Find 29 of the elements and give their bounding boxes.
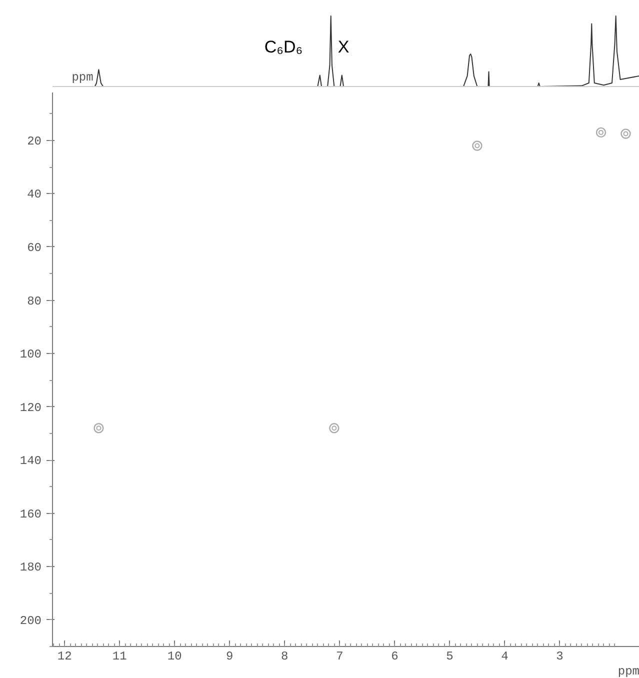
y-tick-label: 160 — [20, 507, 42, 522]
x-tick-label: 10 — [167, 650, 182, 664]
y-tick-label: 40 — [27, 188, 42, 202]
y-tick-label: 120 — [20, 400, 42, 415]
x-tick-label: 9 — [226, 650, 234, 664]
x-tick-label: 3 — [556, 650, 564, 664]
y-tick-label: 80 — [27, 294, 42, 308]
y-tick-label: 180 — [20, 560, 42, 575]
y-tick-label: 20 — [27, 134, 42, 148]
point — [94, 423, 104, 434]
point — [472, 140, 482, 151]
point — [620, 128, 631, 139]
x-tick-label: 12 — [57, 650, 72, 664]
x-tick-label: 11 — [112, 650, 127, 664]
y-tick-label: 60 — [27, 240, 42, 255]
point — [329, 423, 340, 434]
x-tick-label: 4 — [501, 650, 508, 664]
y-tick-label: 140 — [20, 454, 42, 468]
x-tick-label: 7 — [336, 650, 344, 664]
point — [596, 127, 606, 138]
annotation: C₆D₆ — [264, 38, 303, 56]
x-tick-label: 5 — [446, 650, 454, 664]
x-tick-label: 6 — [391, 650, 398, 664]
annotation: X — [338, 38, 350, 56]
y-tick-label: 100 — [20, 348, 42, 362]
x-axis-title: ppm — [618, 664, 639, 678]
y-axis-title: ppm — [72, 70, 94, 84]
y-tick-label: 200 — [20, 614, 42, 628]
x-tick-label: 8 — [281, 650, 288, 664]
